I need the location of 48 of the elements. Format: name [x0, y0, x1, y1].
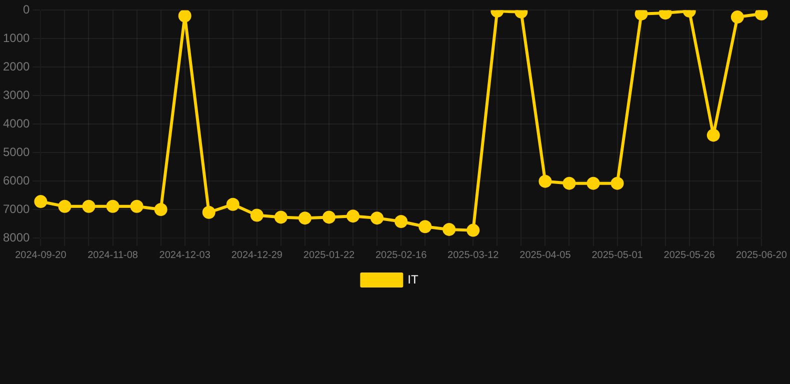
point — [322, 210, 336, 224]
point — [706, 128, 720, 142]
y-tick-label: 4000 — [2, 116, 30, 130]
point — [562, 176, 576, 190]
point — [130, 200, 144, 213]
point — [634, 10, 648, 20]
y-tick-label: 5000 — [2, 144, 30, 159]
point — [154, 203, 168, 216]
x-tick-label: 2024-12-29 — [231, 250, 283, 261]
point — [442, 222, 456, 236]
point — [58, 200, 72, 213]
x-tick-label: 2025-02-16 — [375, 250, 428, 261]
point — [418, 220, 432, 234]
y-tick-label: 6000 — [2, 173, 30, 188]
y-tick-label: 8000 — [2, 230, 30, 244]
point — [658, 10, 672, 20]
point — [82, 200, 96, 213]
legend-label: IT — [408, 272, 419, 286]
y-tick-label: 0 — [23, 2, 30, 17]
x-tick-label: 2025-06-20 — [736, 250, 788, 261]
point — [274, 210, 288, 224]
point — [586, 176, 600, 190]
point — [346, 210, 360, 223]
point — [370, 212, 384, 225]
point — [106, 200, 120, 213]
y-tick-label: 1000 — [2, 30, 30, 45]
x-tick-label: 2025-01-22 — [303, 250, 355, 261]
x-tick-label: 2024-12-03 — [159, 250, 211, 261]
point — [178, 10, 192, 22]
point — [610, 176, 624, 190]
point — [730, 10, 744, 24]
point — [226, 198, 240, 211]
x-tick-label: 2024-09-20 — [15, 250, 67, 261]
point — [538, 174, 552, 188]
point — [298, 212, 312, 225]
x-tick-label: 2025-04-05 — [520, 250, 572, 261]
x-tick-label: 2025-05-26 — [664, 250, 716, 261]
y-tick-label: 3000 — [2, 88, 30, 102]
x-tick-label: 2025-03-12 — [448, 250, 500, 261]
point — [466, 224, 480, 237]
x-tick-label: 2024-11-08 — [88, 250, 138, 261]
point — [250, 208, 264, 222]
point — [202, 206, 216, 219]
point — [754, 10, 768, 20]
y-tick-label: 7000 — [2, 202, 30, 216]
y-tick-label: 2000 — [2, 59, 30, 74]
point — [394, 214, 408, 228]
x-tick-label: 2025-05-01 — [592, 250, 644, 261]
